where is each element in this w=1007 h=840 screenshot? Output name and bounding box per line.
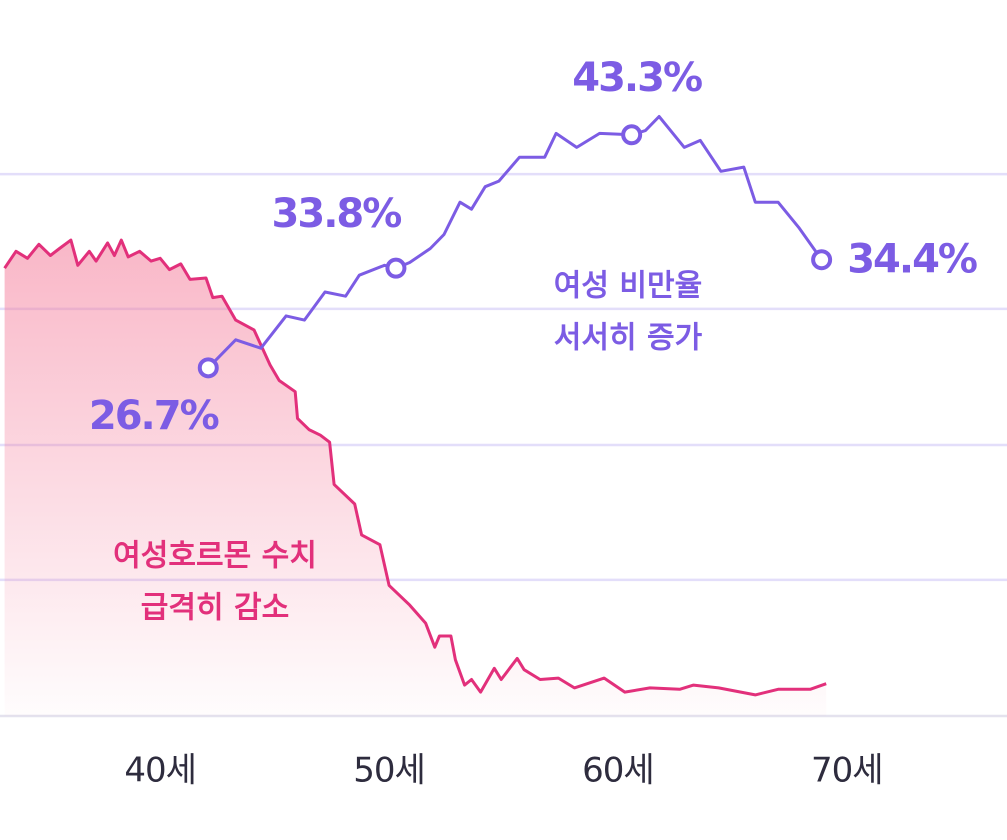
data-label: 34.4% (847, 237, 977, 283)
point-marker (621, 124, 643, 146)
annotation: 서서히 증가 (554, 321, 703, 356)
line (3, 238, 827, 697)
annotation: 여성 비만율 (554, 269, 702, 304)
annotation: 급격히 감소 (141, 591, 289, 626)
data-label: 33.8% (272, 191, 402, 237)
annotation: 여성호르몬 수치 (113, 539, 317, 574)
x-tick-label: 60세 (582, 751, 654, 791)
data-label: 43.3% (572, 55, 702, 101)
data-label: 26.7% (89, 393, 219, 439)
x-tick-label: 50세 (353, 751, 425, 791)
area (4, 240, 827, 716)
x-tick-label: 40세 (124, 751, 196, 791)
x-tick-label: 70세 (811, 751, 883, 791)
point-marker (197, 357, 219, 379)
line (207, 115, 823, 369)
point-marker (811, 249, 833, 271)
point-marker (385, 257, 407, 279)
